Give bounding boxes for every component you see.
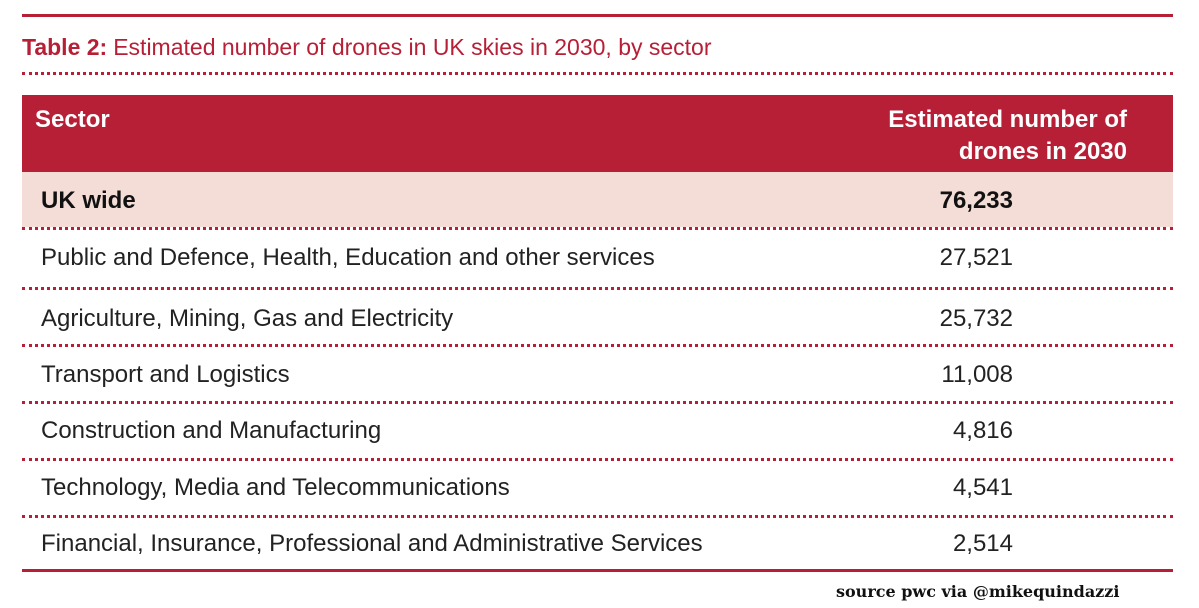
table-row: Agriculture, Mining, Gas and Electricity… bbox=[22, 290, 1173, 344]
table-title-label: Table 2: bbox=[22, 34, 108, 60]
header-estimate: Estimated number of drones in 2030 bbox=[827, 104, 1127, 168]
row-value: 4,541 bbox=[952, 474, 1013, 501]
table-row: Financial, Insurance, Professional and A… bbox=[22, 518, 1173, 569]
table-row: Construction and Manufacturing 4,816 bbox=[22, 404, 1173, 458]
table-row: Technology, Media and Telecommunications… bbox=[22, 461, 1173, 515]
bottom-rule bbox=[22, 569, 1173, 572]
title-divider bbox=[22, 72, 1173, 75]
row-sector: Technology, Media and Telecommunications bbox=[41, 474, 510, 501]
header-estimate-line1: Estimated number of bbox=[888, 106, 1127, 133]
row-divider bbox=[22, 401, 1173, 404]
row-value: 27,521 bbox=[939, 244, 1013, 271]
table-title: Table 2: Estimated number of drones in UK… bbox=[22, 32, 712, 62]
row-value: 25,732 bbox=[939, 305, 1013, 332]
header-estimate-line2: drones in 2030 bbox=[958, 138, 1127, 165]
row-sector: UK wide bbox=[41, 187, 136, 214]
row-value: 76,233 bbox=[939, 187, 1013, 214]
table-row: Public and Defence, Health, Education an… bbox=[22, 230, 1173, 287]
table-title-text: Estimated number of drones in UK skies i… bbox=[113, 34, 712, 60]
header-sector: Sector bbox=[35, 106, 110, 133]
row-sector: Construction and Manufacturing bbox=[41, 417, 382, 444]
source-credit: source pwc via @mikequindazzi bbox=[836, 582, 1120, 601]
row-value: 11,008 bbox=[941, 361, 1013, 388]
row-divider bbox=[22, 227, 1173, 230]
row-divider bbox=[22, 287, 1173, 290]
row-divider bbox=[22, 458, 1173, 461]
row-sector: Financial, Insurance, Professional and A… bbox=[41, 530, 703, 557]
row-divider bbox=[22, 344, 1173, 347]
row-sector: Transport and Logistics bbox=[41, 361, 290, 388]
table-row: Transport and Logistics 11,008 bbox=[22, 347, 1173, 401]
table-header: Sector Estimated number of drones in 203… bbox=[22, 95, 1173, 172]
row-value: 2,514 bbox=[952, 530, 1013, 557]
row-sector: Agriculture, Mining, Gas and Electricity bbox=[41, 305, 454, 332]
row-value: 4,816 bbox=[952, 417, 1013, 444]
top-rule bbox=[22, 14, 1173, 17]
row-divider bbox=[22, 515, 1173, 518]
row-sector: Public and Defence, Health, Education an… bbox=[41, 244, 655, 271]
table-row-total: UK wide 76,233 bbox=[22, 172, 1173, 227]
